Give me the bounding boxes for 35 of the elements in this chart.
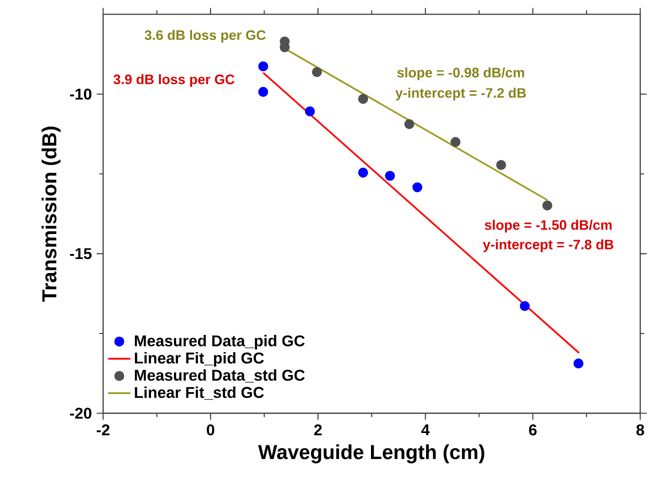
point	[358, 168, 368, 178]
x-tick-label: -2	[96, 424, 110, 436]
x-tick-label: 8	[636, 424, 644, 436]
annotation: 3.6 dB loss per GC	[144, 30, 266, 43]
point	[258, 86, 268, 97]
legend-label: Linear Fit_std GC	[134, 386, 264, 400]
y-tick-label: -20	[70, 408, 92, 419]
point	[496, 160, 506, 170]
y-tick-label: -10	[70, 88, 92, 100]
point	[385, 170, 395, 181]
point	[312, 67, 322, 77]
legend-label: Measured Data_pid GC	[134, 334, 305, 350]
x-tick-label: 2	[314, 424, 322, 436]
point	[450, 136, 460, 147]
point	[358, 94, 368, 104]
point	[520, 301, 530, 311]
point	[304, 106, 315, 116]
annotation: slope = -1.50 dB/cm	[484, 220, 612, 232]
legend-label: Measured Data_std GC	[134, 369, 305, 382]
x-axis-title: Waveguide Length (cm)	[258, 444, 484, 464]
y-axis-title: Transmission (dB)	[42, 126, 60, 302]
x-tick-label: 0	[206, 424, 214, 436]
point	[542, 200, 552, 210]
point	[258, 61, 268, 72]
x-tick-label: 6	[529, 424, 537, 436]
legend-label: Linear Fit_pid GC	[134, 352, 264, 367]
x-tick-label: 4	[421, 424, 430, 436]
y-tick-label: -15	[70, 248, 92, 260]
annotation: slope = -0.98 dB/cm	[397, 67, 524, 80]
point	[404, 119, 414, 130]
annotation: 3.9 dB loss per GC	[113, 74, 235, 87]
point	[574, 358, 584, 368]
annotation: y-intercept = -7.8 dB	[482, 239, 614, 252]
annotation: y-intercept = -7.2 dB	[395, 88, 526, 100]
point	[412, 182, 422, 192]
